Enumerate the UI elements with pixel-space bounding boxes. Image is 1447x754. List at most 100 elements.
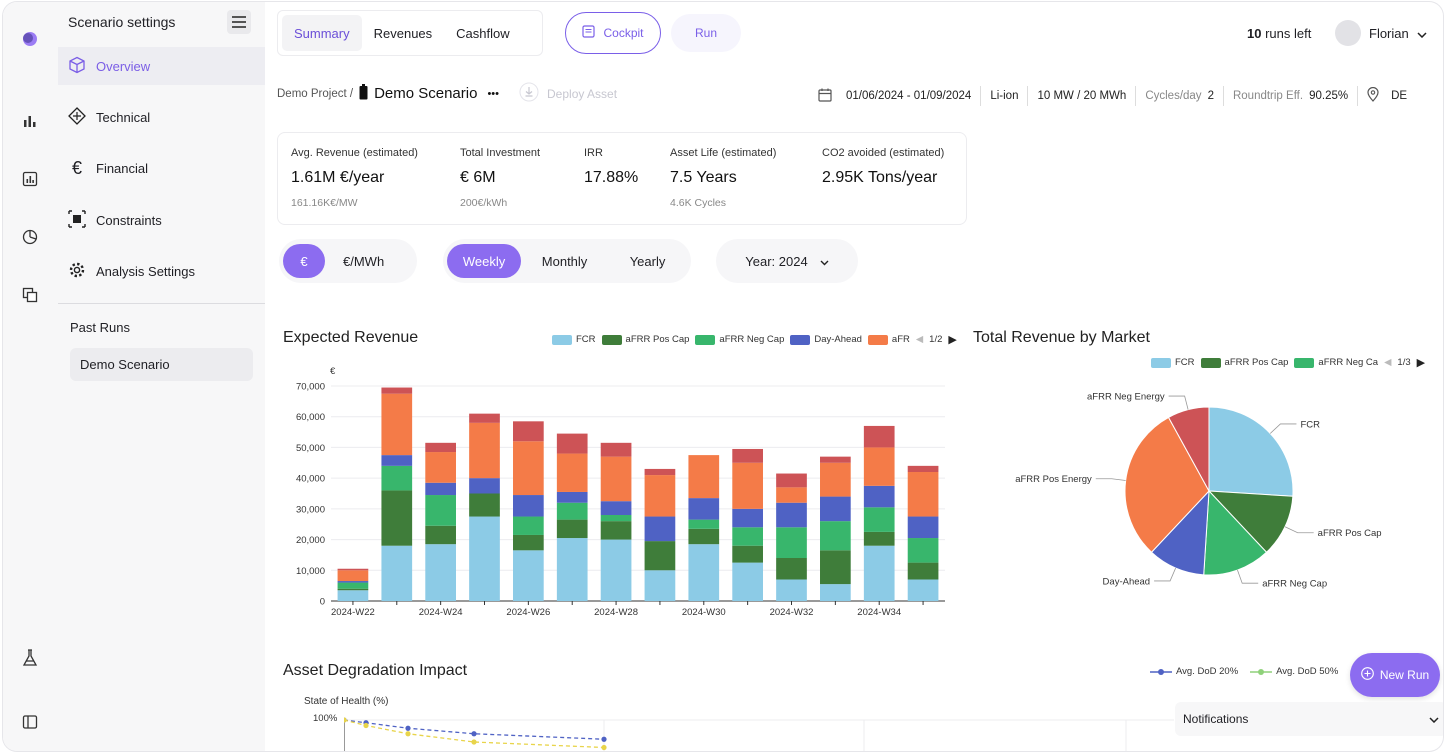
- past-runs-title: Past Runs: [70, 320, 130, 335]
- kpi-value: 1.61M €/year: [291, 169, 385, 186]
- sidebar-title: Scenario settings: [68, 14, 176, 30]
- cycles-label: Cycles/day: [1145, 90, 1202, 102]
- breadcrumb-project[interactable]: Demo Project /: [277, 87, 354, 100]
- pie-label-line: [1237, 569, 1259, 584]
- report-icon[interactable]: [20, 169, 40, 189]
- pie-slice: [1207, 490, 1294, 553]
- bar-segment: [863, 485, 895, 508]
- legend-prev-icon[interactable]: ◀: [1384, 357, 1392, 368]
- legend-next-icon[interactable]: ▶: [948, 334, 957, 346]
- legend-page: 1/2: [929, 334, 943, 345]
- series-line: [344, 719, 605, 740]
- runs-left-indicator: 10 runs left: [1247, 26, 1311, 41]
- bar-segment: [776, 473, 807, 488]
- bar-segment: [820, 456, 851, 463]
- unit-option-euro[interactable]: €: [283, 244, 325, 278]
- bar-segment: [556, 433, 588, 454]
- pie-label-line: [1269, 423, 1297, 434]
- sidebar-item-constraints[interactable]: Constraints: [58, 201, 265, 239]
- tab-cashflow[interactable]: Cashflow: [456, 25, 510, 41]
- legend-item[interactable]: Avg. DoD 20%: [1150, 666, 1238, 677]
- pie-chart-icon[interactable]: [20, 227, 40, 247]
- meta-chemistry: Li-ion: [980, 86, 1027, 106]
- legend-item[interactable]: aFRR Pos Cap: [601, 334, 690, 345]
- y-tick-label: 50,000: [296, 443, 325, 454]
- legend-item[interactable]: aFRR Pos Cap: [1200, 357, 1288, 368]
- constraints-icon: [68, 209, 86, 231]
- bar-segment: [863, 425, 895, 448]
- view-tabs: Summary Revenues Cashflow: [277, 10, 543, 56]
- bar-segment: [600, 501, 632, 515]
- y-tick-label: 60,000: [296, 412, 325, 423]
- bar-segment: [820, 496, 851, 522]
- bar-segment: [425, 482, 456, 496]
- bar-segment: [381, 387, 413, 394]
- menu-icon[interactable]: [227, 10, 251, 34]
- bar-segment: [556, 453, 588, 492]
- notifications-panel[interactable]: Notifications: [1175, 702, 1443, 736]
- period-option-monthly[interactable]: Monthly: [541, 253, 588, 269]
- bar-segment: [732, 562, 763, 601]
- bar-segment: [863, 507, 895, 532]
- bar-chart-icon[interactable]: [20, 111, 40, 131]
- bar-segment: [644, 570, 676, 601]
- period-option-yearly[interactable]: Yearly: [629, 253, 666, 269]
- bar-segment: [337, 581, 369, 583]
- legend-item[interactable]: aFRR Neg Ca: [1294, 357, 1378, 368]
- tab-revenues[interactable]: Revenues: [373, 25, 433, 41]
- series-point: [601, 744, 607, 751]
- bar-segment: [907, 516, 939, 539]
- bar-segment: [381, 393, 413, 456]
- deploy-label: Deploy Asset: [547, 86, 618, 101]
- tab-summary[interactable]: Summary: [282, 15, 362, 51]
- sidebar-item-overview[interactable]: Overview: [58, 47, 265, 85]
- kpi-label: Asset Life (estimated): [670, 147, 777, 159]
- chevron-down-icon: [1429, 712, 1439, 726]
- bar-segment: [556, 538, 588, 601]
- legend-label: aFRR Neg Cap: [719, 334, 785, 345]
- sidebar-item-technical[interactable]: Technical: [58, 98, 265, 136]
- sidebar-item-analysis-settings[interactable]: Analysis Settings: [58, 252, 265, 290]
- period-option-weekly[interactable]: Weekly: [447, 244, 522, 278]
- legend-prev-icon[interactable]: ◀: [915, 334, 924, 345]
- unit-option-eur-mwh[interactable]: €/MWh: [343, 253, 385, 269]
- sidebar-item-label: Constraints: [96, 212, 162, 228]
- legend-label: aFRR Pos Cap: [625, 334, 690, 345]
- expected-revenue-title: Expected Revenue: [283, 329, 419, 346]
- legend-label: Avg. DoD 20%: [1176, 666, 1239, 677]
- date-range: 01/06/2024 - 01/09/2024: [846, 90, 972, 102]
- sidebar-item-label: Technical: [96, 109, 151, 125]
- bar-segment: [732, 508, 763, 528]
- sidebar-item-financial[interactable]: € Financial: [58, 149, 265, 187]
- legend-item[interactable]: Day-Ahead: [790, 334, 862, 345]
- icon-rail: [3, 2, 58, 751]
- new-run-button[interactable]: New Run: [1350, 653, 1440, 697]
- legend-item[interactable]: Avg. DoD 50%: [1250, 666, 1338, 677]
- kpi-sub: 200€/kWh: [460, 197, 508, 209]
- legend-item[interactable]: aFR: [867, 334, 910, 345]
- cockpit-label: Cockpit: [603, 26, 644, 40]
- sidebar-toggle-icon[interactable]: [20, 712, 40, 732]
- legend-item[interactable]: FCR: [1151, 357, 1195, 368]
- flask-icon[interactable]: [20, 648, 40, 668]
- x-tick-label: 2024-W34: [857, 607, 901, 618]
- legend-next-icon[interactable]: ▶: [1416, 357, 1426, 369]
- more-options-icon[interactable]: •••: [487, 87, 500, 100]
- user-menu[interactable]: Florian: [1335, 20, 1427, 46]
- app-logo-icon[interactable]: [20, 29, 40, 49]
- legend-label: FCR: [1175, 357, 1195, 368]
- year-select[interactable]: Year: 2024: [716, 239, 858, 283]
- x-tick-label: 2024-W22: [331, 607, 375, 618]
- bar-segment: [513, 516, 544, 535]
- pie-label-line: [1095, 478, 1126, 481]
- deploy-asset-button[interactable]: Deploy Asset: [519, 82, 617, 105]
- legend-item[interactable]: FCR: [552, 334, 596, 345]
- pie-slice: [1208, 406, 1294, 497]
- run-button[interactable]: Run: [671, 14, 741, 52]
- cockpit-button[interactable]: Cockpit: [565, 12, 661, 54]
- compare-icon[interactable]: [20, 285, 40, 305]
- legend-item[interactable]: aFRR Neg Cap: [695, 334, 784, 345]
- past-run-item[interactable]: Demo Scenario: [70, 348, 253, 381]
- pie-label: aFRR Neg Cap: [1262, 579, 1327, 590]
- x-tick-label: 2024-W32: [770, 607, 814, 618]
